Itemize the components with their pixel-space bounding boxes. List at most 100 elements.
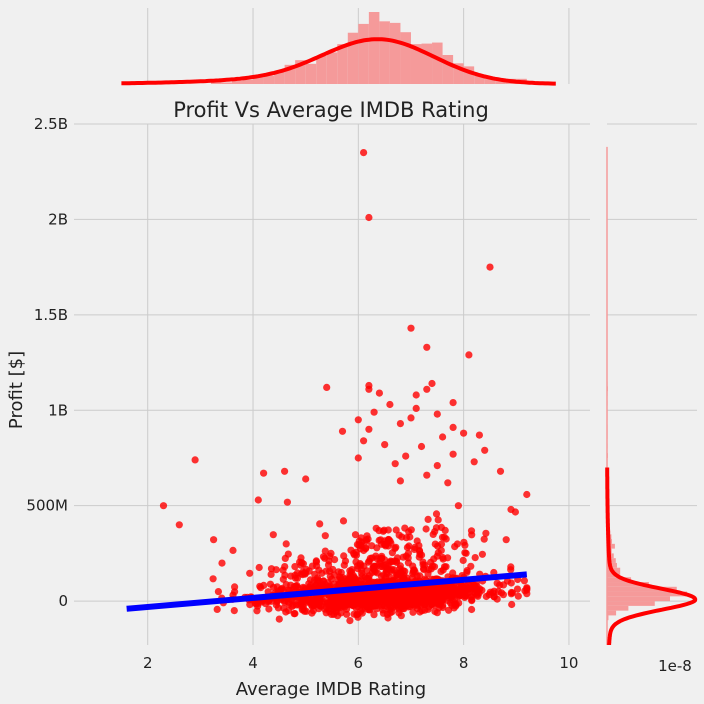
right-marginal-panel — [605, 123, 698, 645]
right-histogram-bar — [607, 615, 609, 621]
right-marginal-offset-label: 1e-8 — [658, 657, 692, 675]
scatter-point — [481, 446, 489, 454]
y-tick-labels: 0 500M 1B 1.5B 2B 2.5B — [26, 115, 68, 610]
scatter-point — [280, 598, 289, 606]
scatter-point — [385, 573, 393, 581]
top-histogram-bar — [337, 44, 348, 84]
scatter-point — [507, 505, 515, 514]
x-tick-labels: 2 4 6 8 10 — [143, 654, 579, 672]
scatter-point — [369, 601, 377, 610]
scatter-point — [402, 452, 410, 460]
top-histogram-bar — [231, 80, 243, 84]
y-tick-label: 2.5B — [34, 115, 68, 133]
right-histogram-bar — [607, 577, 632, 583]
scatter-point — [507, 588, 515, 597]
scatter-point — [347, 575, 355, 583]
scatter-point — [387, 567, 395, 575]
scatter-point — [175, 521, 183, 529]
top-histogram-bar — [421, 43, 433, 84]
scatter-point — [463, 567, 471, 575]
scatter-point — [421, 600, 429, 608]
top-histogram-bar — [368, 12, 380, 84]
scatter-point — [342, 575, 350, 583]
scatter-point — [314, 600, 322, 608]
scatter-point — [358, 566, 366, 574]
top-histogram-bar — [274, 71, 285, 84]
right-histogram-bar — [607, 558, 616, 563]
scatter-point — [265, 605, 273, 613]
scatter-point — [380, 561, 388, 569]
scatter-point — [380, 556, 389, 564]
scatter-point — [460, 429, 468, 437]
scatter-point — [470, 458, 478, 466]
scatter-point — [523, 490, 531, 499]
scatter-point — [413, 572, 421, 580]
scatter-point — [411, 543, 419, 552]
scatter-point — [461, 549, 469, 557]
scatter-point — [355, 537, 363, 545]
regression-line — [126, 571, 528, 612]
scatter-point — [423, 385, 431, 393]
chart-title: Profit Vs Average IMDB Rating — [173, 98, 489, 122]
right-histogram-bar — [607, 400, 608, 406]
y-tick-label: 1B — [48, 401, 68, 419]
top-histogram-bar — [379, 21, 390, 84]
scatter-point — [386, 400, 394, 409]
scatter-point — [416, 547, 424, 556]
top-histogram-bar — [442, 54, 454, 84]
scatter-point — [468, 605, 476, 614]
scatter-point — [424, 605, 432, 613]
right-histogram-bar — [607, 391, 608, 396]
top-histogram-bar — [295, 60, 306, 84]
scatter-point — [368, 542, 376, 550]
scatter-point — [254, 496, 262, 504]
top-histogram-bar — [484, 78, 496, 84]
top-histogram-bar — [463, 66, 475, 84]
top-histogram-bar — [326, 52, 338, 84]
scatter-point — [414, 599, 422, 608]
scatter-point — [434, 516, 442, 524]
right-histogram-bar — [607, 434, 608, 439]
scatter-point — [449, 586, 457, 594]
scatter-point — [275, 615, 283, 623]
scatter-point — [471, 554, 479, 562]
scatter-point — [440, 533, 448, 541]
scatter-point — [218, 559, 226, 567]
scatter-point — [309, 607, 317, 615]
scatter-point — [354, 454, 362, 462]
scatter-point — [395, 598, 403, 606]
scatter-point — [428, 379, 436, 388]
scatter-point — [330, 571, 338, 579]
scatter-point — [354, 416, 362, 424]
scatter-point — [388, 549, 396, 557]
scatter-point — [424, 515, 432, 524]
top-histogram-bar — [358, 23, 369, 84]
scatter-point — [381, 441, 389, 449]
right-histogram-bar — [607, 443, 608, 449]
scatter-point — [393, 587, 401, 595]
top-marginal-panel — [121, 8, 570, 86]
x-tick-label: 8 — [459, 654, 469, 672]
scatter-point — [360, 437, 368, 445]
scatter-point — [403, 598, 412, 607]
scatter-point — [407, 324, 415, 332]
scatter-point — [300, 584, 308, 592]
scatter-point — [159, 502, 168, 510]
scatter-point — [351, 531, 360, 539]
scatter-point — [437, 540, 446, 548]
scatter-point — [209, 575, 217, 583]
scatter-point — [366, 554, 374, 563]
scatter-point — [370, 596, 378, 604]
scatter-point — [260, 469, 268, 477]
scatter-point — [429, 530, 437, 539]
scatter-point — [437, 567, 445, 576]
right-histogram-bar — [607, 453, 608, 458]
scatter-point — [401, 524, 409, 532]
x-tick-label: 2 — [143, 654, 153, 672]
scatter-point — [279, 566, 287, 574]
right-histogram-bar — [607, 605, 629, 611]
scatter-point — [396, 420, 404, 428]
right-histogram-bar — [607, 586, 677, 592]
scatter-point — [372, 524, 380, 532]
scatter-point — [449, 423, 457, 431]
